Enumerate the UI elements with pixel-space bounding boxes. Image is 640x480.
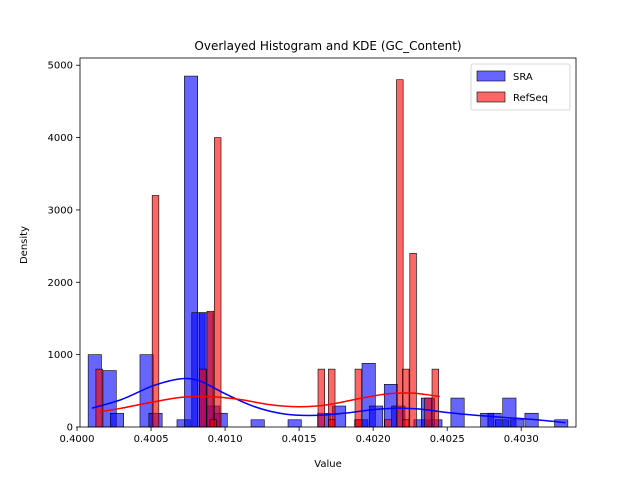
chart-title: Overlayed Histogram and KDE (GC_Content) — [194, 39, 461, 53]
refseq-bar — [384, 419, 392, 428]
y-tick-label: 4000 — [48, 133, 73, 144]
x-tick-label: 0.4015 — [282, 434, 317, 445]
refseq-bar — [328, 368, 336, 428]
refseq-bar — [354, 419, 362, 428]
refseq-bar — [199, 368, 207, 428]
refseq-bar — [424, 397, 432, 428]
refseq-bar — [409, 253, 417, 428]
axes-frame — [79, 57, 577, 428]
x-axis-ticks: 0.4000 0.4005 0.4010 0.4015 0.4020 0.4025 0.40… — [60, 427, 539, 445]
sra-bar — [554, 419, 569, 428]
sra-bar — [110, 412, 124, 428]
y-tick-label: 2000 — [48, 278, 73, 289]
sra-kde-line — [91, 377, 566, 424]
x-tick-label: 0.4030 — [504, 434, 539, 445]
legend: SRA RefSeq — [470, 63, 571, 111]
y-axis-label: Density — [19, 226, 30, 264]
y-tick-label: 3000 — [48, 205, 73, 216]
x-tick-label: 0.4000 — [60, 434, 95, 445]
refseq-bar — [402, 368, 410, 428]
x-tick-label: 0.4025 — [430, 434, 465, 445]
refseq-bar — [151, 195, 160, 428]
refseq-bar — [214, 137, 222, 428]
sra-bar — [250, 419, 265, 428]
legend-swatch-refseq — [476, 91, 506, 103]
x-tick-label: 0.4005 — [134, 434, 169, 445]
y-axis-ticks: 0 1000 2000 3000 4000 5000 — [48, 61, 80, 434]
legend-label-sra: SRA — [513, 72, 533, 83]
refseq-bar — [209, 419, 217, 428]
x-tick-label: 0.4020 — [356, 434, 391, 445]
refseq-bar — [431, 368, 439, 428]
refseq-bar — [317, 368, 325, 428]
kde-lines — [91, 377, 566, 424]
legend-label-refseq: RefSeq — [513, 93, 548, 104]
refseq-bar — [206, 310, 214, 428]
sra-bar — [509, 419, 524, 428]
refseq-bar — [95, 368, 103, 428]
y-tick-label: 1000 — [48, 350, 73, 361]
refseq-bar — [328, 419, 336, 428]
refseq-bar — [402, 419, 410, 428]
sra-bar — [287, 419, 302, 428]
y-tick-label: 0 — [67, 423, 73, 434]
y-tick-label: 5000 — [48, 61, 73, 72]
plot-area — [87, 75, 569, 428]
x-axis-label: Value — [314, 459, 341, 470]
refseq-kde-line — [99, 392, 440, 413]
legend-swatch-sra — [476, 70, 506, 82]
x-tick-label: 0.4010 — [208, 434, 243, 445]
